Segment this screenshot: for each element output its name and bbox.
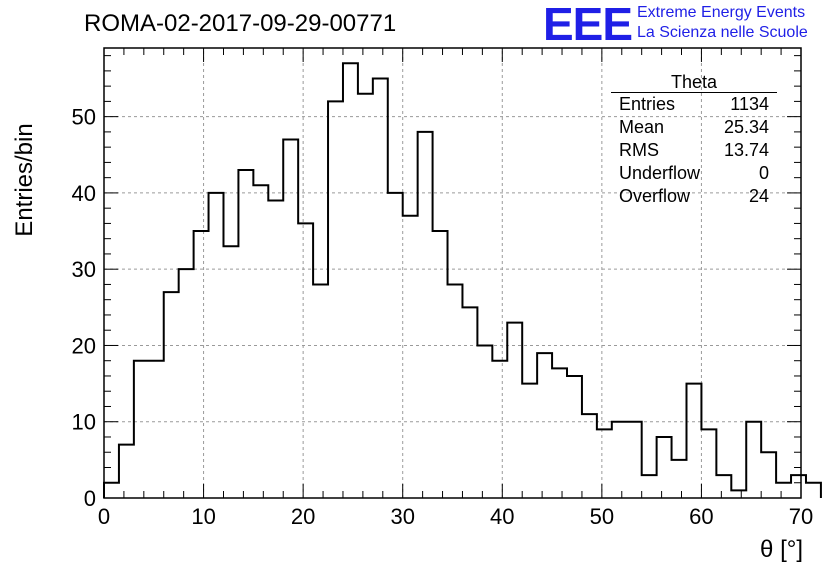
y-axis-label: Entries/bin [11,123,38,236]
histogram-bin [179,269,194,498]
histogram-bin [642,475,657,498]
histogram-bin [522,384,537,498]
histogram-bin [283,140,298,498]
stats-label: RMS [619,140,659,160]
x-tick-label: 50 [590,504,614,529]
histogram-bin [134,361,149,498]
y-tick-label: 20 [72,333,96,358]
histogram-bin [358,94,373,498]
histogram-bin [298,223,313,498]
y-tick-label: 0 [84,486,96,511]
stats-value: 24 [748,186,769,206]
histogram-bin [731,490,746,498]
stats-title: Theta [611,72,777,93]
run-title: ROMA-02-2017-09-29-00771 [84,10,397,37]
histogram-bin [552,368,567,498]
histogram-bin [672,460,687,498]
x-tick-label: 30 [390,504,414,529]
x-tick-label: 10 [191,504,215,529]
histogram-bin [328,101,343,498]
histogram-bin [627,422,642,498]
histogram-bin [373,79,388,498]
logo-line-2: La Scienza nelle Scuole [637,24,808,41]
histogram-bin [448,284,463,498]
histogram-bin [657,437,672,498]
x-tick-label: 40 [490,504,514,529]
stats-label: Underflow [619,163,701,183]
histogram-bin [238,170,253,498]
histogram-bin [223,246,238,498]
histogram-bin [403,216,418,498]
histogram-bin [492,361,507,498]
stats-row-entries: Entries 1134 [611,93,777,116]
histogram-bin [806,483,821,498]
histogram-bin [313,284,328,498]
stats-value: 25.34 [723,117,769,137]
histogram-bin [104,483,119,498]
histogram-bin [119,445,134,498]
histogram-bin [388,193,403,498]
y-tick-label: 40 [72,181,96,206]
histogram-bin [164,292,179,498]
histogram-bin [149,361,164,498]
eee-logo: EEE [543,0,633,50]
histogram-bin [253,185,268,498]
histogram-bin [343,63,358,498]
histogram-bin [776,483,791,498]
histogram-bin [686,384,701,498]
stats-row-underflow: Underflow 0 [611,162,777,185]
x-tick-label: 0 [98,504,110,529]
stats-row-rms: RMS 13.74 [611,139,777,162]
stats-value: 13.74 [723,140,769,160]
axis-ticks [103,48,802,499]
histogram-bin [209,193,224,498]
plot-frame [103,47,802,499]
histogram-bin [701,429,716,498]
histogram-bin [597,429,612,498]
stats-label: Mean [619,117,665,137]
stats-value: 1134 [730,94,769,114]
x-tick-label: 70 [789,504,813,529]
stats-row-mean: Mean 25.34 [611,116,777,139]
stats-label: Overflow [619,186,691,206]
histogram-bin [194,231,209,498]
y-tick-label: 10 [72,410,96,435]
histogram-bin [791,475,806,498]
y-tick-label: 30 [72,257,96,282]
histogram-bin [507,323,522,498]
histogram-bin [612,422,627,498]
histogram-bin [537,353,552,498]
logo-line-1: Extreme Energy Events [637,4,806,21]
histogram-bin [761,452,776,498]
x-tick-label: 60 [689,504,713,529]
stats-box: Theta Entries 1134 Mean 25.34 RMS 13.74 … [611,72,777,208]
histogram-bin [746,422,761,498]
histogram-bin [477,345,492,498]
tick-labels: 0 10 20 30 40 50 60 70 0 10 20 30 40 50 [72,105,814,529]
histogram-bin [433,231,448,498]
stats-row-overflow: Overflow 24 [611,185,777,208]
stats-label: Entries [619,94,676,114]
histogram-bin [418,132,433,498]
histogram-bin [567,376,582,498]
histogram-bin [462,307,477,498]
histogram-bin [582,414,597,498]
x-tick-label: 20 [291,504,315,529]
histogram-outline [103,62,822,498]
y-tick-label: 50 [72,105,96,130]
stats-value: 0 [758,163,769,183]
histogram-bin [716,475,731,498]
histogram-series [103,62,822,498]
histogram-bin [268,201,283,498]
x-axis-label: θ [°] [760,536,803,563]
